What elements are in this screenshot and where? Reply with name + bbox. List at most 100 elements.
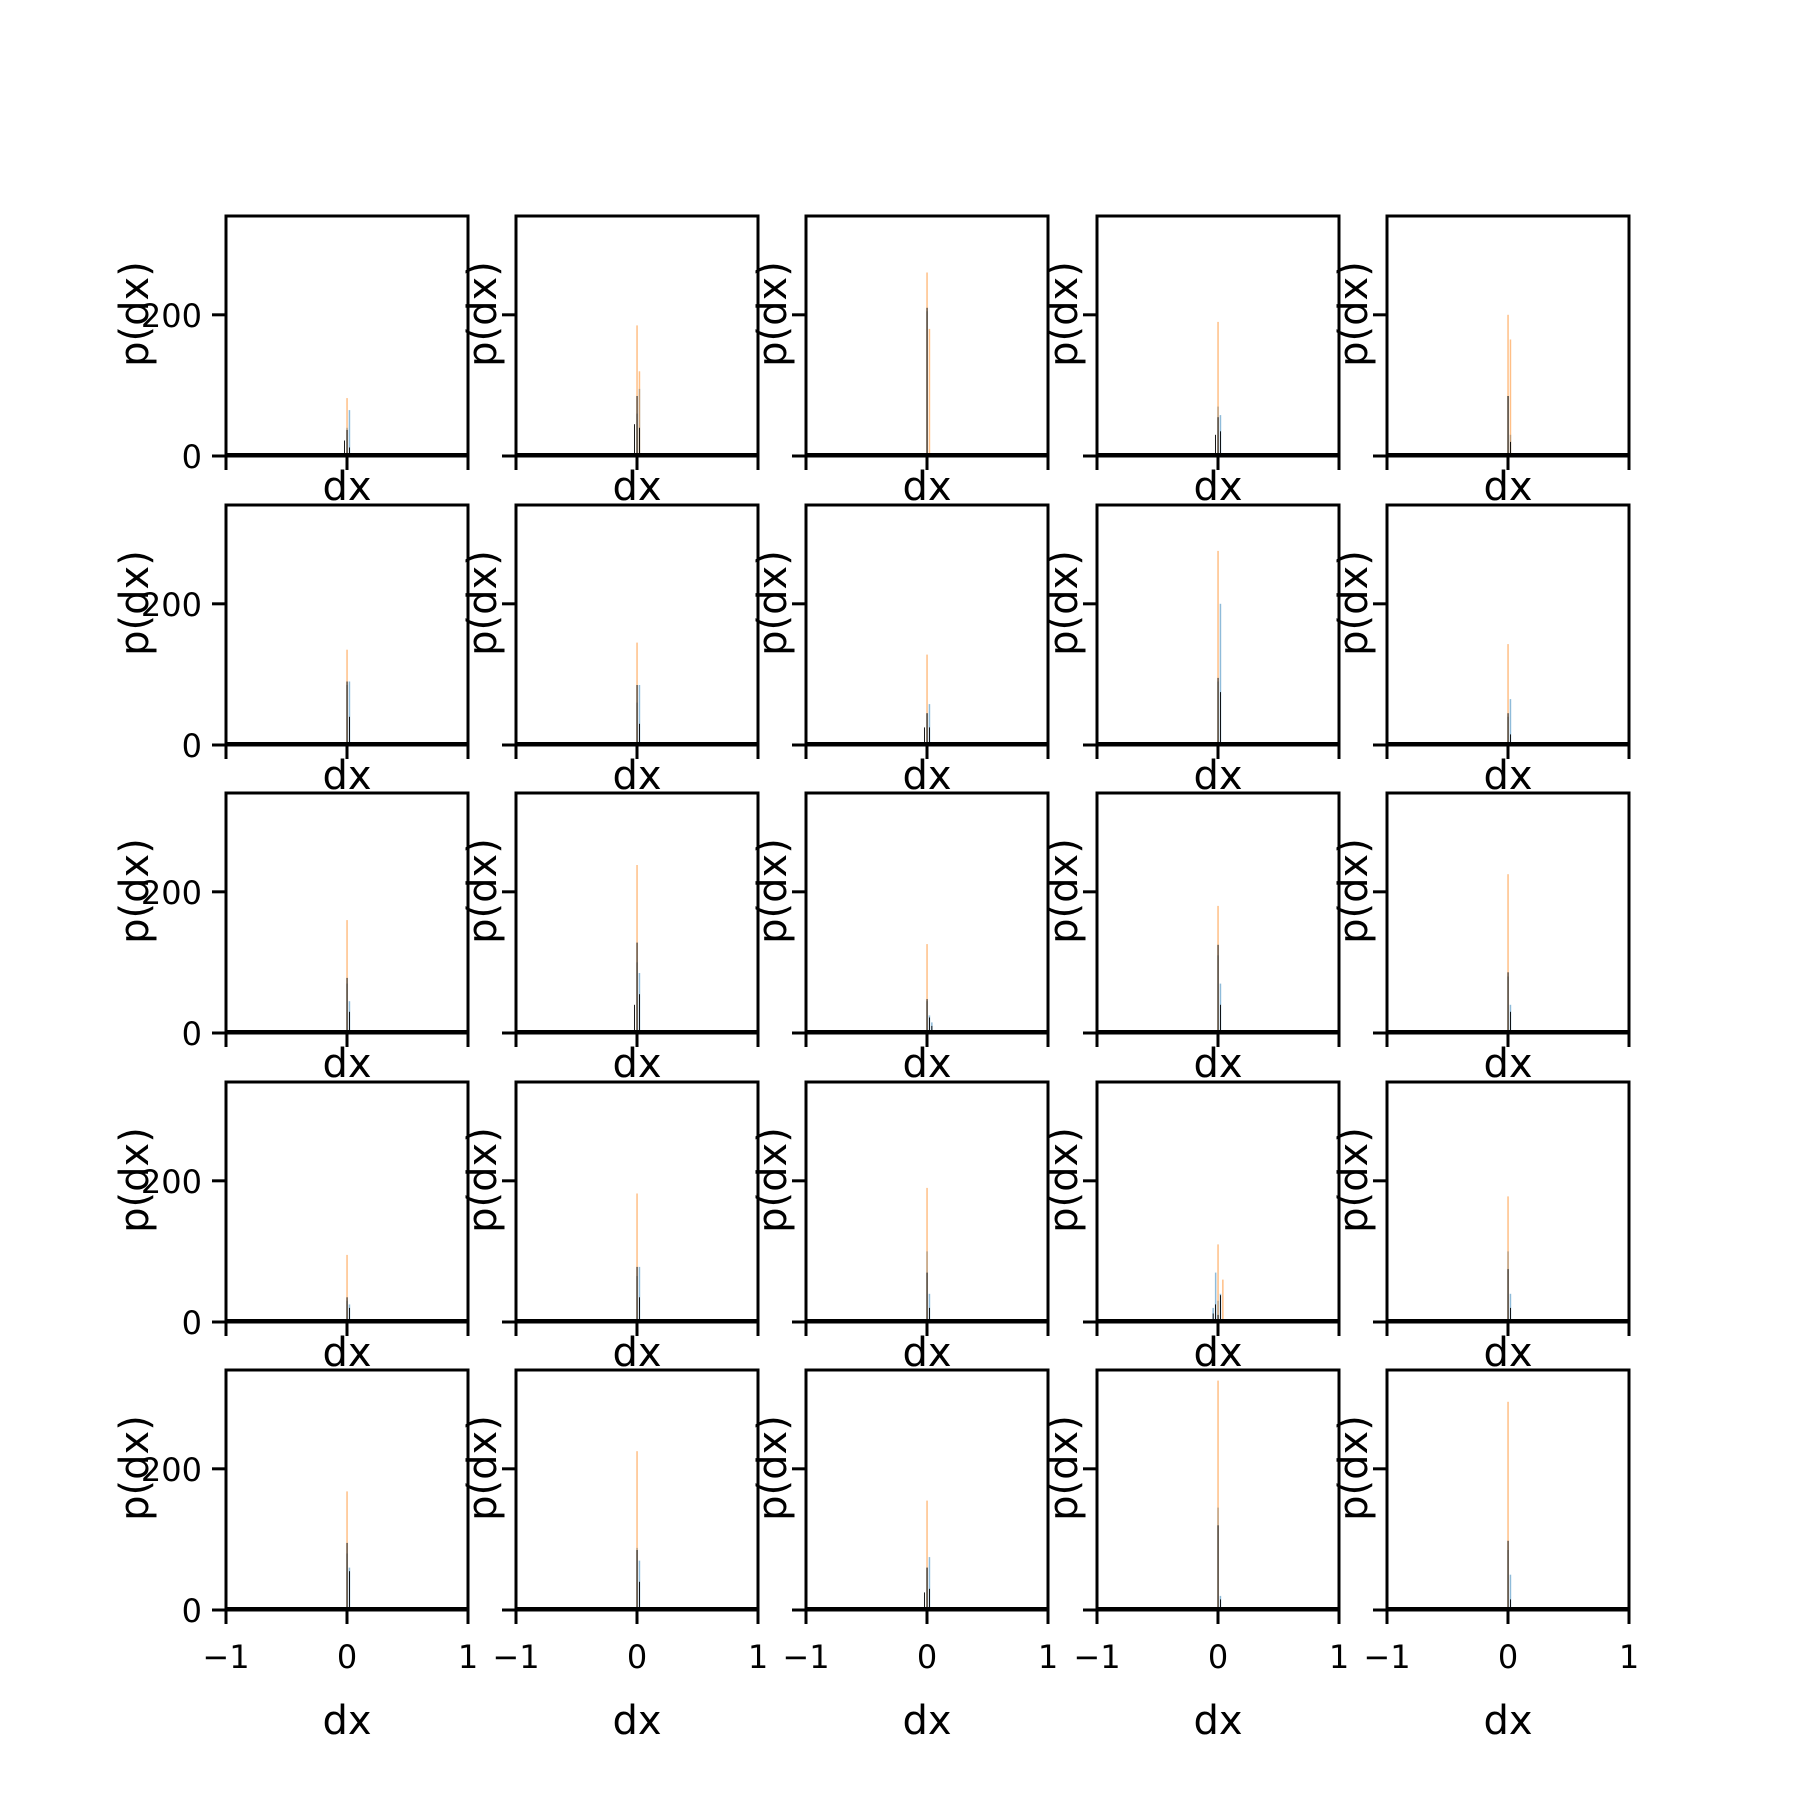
y-tick-label: 0 [182, 1592, 202, 1630]
y-axis-label: p(dx) [1041, 550, 1087, 656]
x-tick-label: 0 [917, 1638, 937, 1676]
x-tick-label: 0 [1498, 1638, 1518, 1676]
histogram-bar-10-s1-0 [346, 920, 348, 1033]
histogram-bar-9-s2-1 [1510, 734, 1511, 745]
y-axis-label: p(dx) [750, 1127, 796, 1233]
histogram-bar-4-s2-1 [1510, 441, 1511, 456]
x-axis-label: dx [1483, 753, 1532, 799]
histogram-bar-23-s2-0 [1217, 1525, 1219, 1610]
histogram-bar-8-s2-1 [1220, 692, 1221, 745]
histogram-bar-5-s2-0 [346, 681, 348, 745]
histogram-bar-24-s1-0 [1507, 1401, 1509, 1610]
y-axis-label: p(dx) [460, 838, 506, 944]
histogram-bar-21-s2-1 [639, 1581, 640, 1610]
histogram-bar-22-s2-0 [924, 1592, 925, 1610]
histogram-bar-12-s2-0 [926, 999, 928, 1033]
histogram-bar-18-s1-0 [1217, 1244, 1219, 1322]
x-tick-label: 0 [627, 1638, 647, 1676]
y-tick-label: 200 [141, 586, 202, 624]
histogram-bar-2-s1-1 [928, 328, 931, 456]
histogram-bar-6-s0-1 [638, 685, 641, 745]
x-axis-label: dx [612, 1330, 661, 1376]
x-axis-label: dx [612, 1041, 661, 1087]
histogram-bar-4-s2-0 [1507, 396, 1509, 456]
y-axis-label: p(dx) [460, 550, 506, 656]
histogram-bar-16-s2-1 [639, 1297, 640, 1322]
y-tick-label: 200 [141, 297, 202, 335]
histogram-bar-19-s2-0 [1507, 1269, 1509, 1322]
histogram-bar-0-s1-0 [346, 398, 348, 456]
histogram-bar-11-s2-2 [639, 994, 640, 1033]
histogram-bar-6-s2-0 [636, 685, 638, 745]
histogram-bar-7-s0-1 [928, 704, 931, 745]
y-axis-label: p(dx) [112, 261, 158, 367]
x-axis-label: dx [612, 753, 661, 799]
histogram-bar-1-s2-2 [639, 427, 640, 456]
histogram-bar-24-s2-0 [1507, 1540, 1509, 1610]
x-axis-label: dx [1193, 1041, 1242, 1087]
histogram-bar-11-s2-1 [636, 942, 638, 1033]
histogram-bar-11-s2-0 [634, 1004, 635, 1033]
histogram-bar-6-s2-1 [639, 723, 640, 745]
histogram-bar-0-s2-2 [349, 447, 350, 456]
histogram-bar-0-s2-0 [344, 440, 345, 456]
y-axis-label: p(dx) [112, 1127, 158, 1233]
histogram-bar-13-s2-1 [1220, 1004, 1221, 1033]
x-tick-label: −1 [1363, 1638, 1410, 1676]
histogram-bar-1-s2-0 [634, 424, 635, 456]
y-axis-label: p(dx) [1041, 1127, 1087, 1233]
y-axis-label: p(dx) [1331, 261, 1377, 367]
x-axis-label: dx [902, 753, 951, 799]
histogram-bar-0-s0-1 [348, 410, 351, 456]
histogram-bar-21-s1-0 [636, 1451, 638, 1610]
histogram-bar-18-s2-3 [1220, 1295, 1221, 1322]
x-axis-label: dx [322, 1698, 371, 1744]
x-tick-label: −1 [202, 1638, 249, 1676]
y-axis-label: p(dx) [460, 1415, 506, 1521]
histogram-bar-15-s2-0 [346, 1297, 348, 1322]
x-tick-label: 0 [1208, 1638, 1228, 1676]
y-tick-label: 200 [141, 1163, 202, 1201]
y-axis-label: p(dx) [750, 838, 796, 944]
histogram-bar-22-s2-1 [926, 1567, 928, 1610]
histogram-bar-15-s2-1 [349, 1307, 350, 1322]
x-axis-label: dx [612, 1698, 661, 1744]
x-axis-label: dx [1193, 464, 1242, 510]
histogram-bar-10-s2-1 [349, 1011, 350, 1033]
histogram-bar-20-s2-0 [346, 1542, 348, 1610]
x-axis-label: dx [902, 1041, 951, 1087]
histogram-bar-2-s2-0 [926, 307, 928, 456]
x-axis-label: dx [612, 464, 661, 510]
histogram-bar-9-s0-1 [1509, 699, 1512, 745]
x-axis-label: dx [1193, 753, 1242, 799]
histogram-bar-5-s2-1 [349, 716, 350, 745]
histogram-bar-12-s2-1 [929, 1017, 930, 1033]
x-tick-label: 0 [337, 1638, 357, 1676]
x-tick-label: −1 [782, 1638, 829, 1676]
x-tick-label: 1 [1329, 1638, 1349, 1676]
y-axis-label: p(dx) [750, 550, 796, 656]
x-axis-label: dx [902, 1330, 951, 1376]
x-axis-label: dx [1483, 1330, 1532, 1376]
y-axis-label: p(dx) [1041, 1415, 1087, 1521]
x-axis-label: dx [902, 464, 951, 510]
x-axis-label: dx [902, 1698, 951, 1744]
x-tick-label: −1 [1073, 1638, 1120, 1676]
histogram-bar-4-s1-1 [1509, 339, 1512, 456]
histogram-bar-16-s2-0 [636, 1266, 638, 1322]
histogram-bar-7-s2-1 [926, 713, 928, 745]
x-tick-label: −1 [492, 1638, 539, 1676]
histogram-bar-21-s2-0 [636, 1550, 638, 1610]
histogram-bar-18-s2-0 [1212, 1313, 1214, 1322]
histogram-bar-1-s1-1 [638, 371, 641, 456]
histogram-bar-7-s1-0 [926, 654, 928, 745]
histogram-bar-3-s2-1 [1217, 417, 1219, 456]
y-tick-label: 0 [182, 727, 202, 765]
y-axis-label: p(dx) [112, 838, 158, 944]
histogram-bar-24-s2-1 [1510, 1599, 1511, 1610]
histogram-bar-23-s2-1 [1220, 1599, 1221, 1610]
histogram-bar-12-s2-2 [931, 1025, 933, 1033]
x-axis-label: dx [1193, 1698, 1242, 1744]
histogram-bar-22-s1-0 [926, 1500, 928, 1610]
histogram-bar-18-s0-1 [1214, 1272, 1217, 1322]
